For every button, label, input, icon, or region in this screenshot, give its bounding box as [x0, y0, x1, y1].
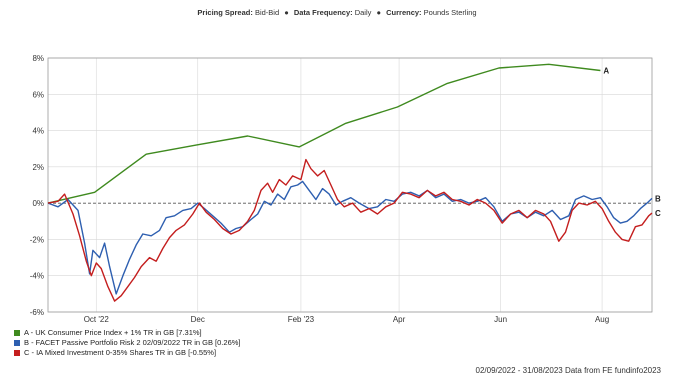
legend-swatch-c: [14, 350, 20, 356]
x-tick-label: Apr: [393, 315, 406, 324]
legend-swatch-a: [14, 330, 20, 336]
plot-frame: [47, 57, 653, 313]
y-tick-label: 0%: [32, 199, 44, 208]
legend-swatch-b: [14, 340, 20, 346]
y-tick-label: -6%: [30, 308, 44, 317]
header-separator: ●: [284, 8, 289, 17]
legend-item-c: C - IA Mixed Investment 0-35% Shares TR …: [14, 348, 241, 358]
legend-item-b: B - FACET Passive Portfolio Risk 2 02/09…: [14, 338, 241, 348]
x-tick-label: Aug: [595, 315, 609, 324]
x-tick-label: Jun: [494, 315, 507, 324]
x-tick-label: Dec: [191, 315, 205, 324]
y-tick-label: 8%: [32, 54, 44, 63]
legend-label-b: B - FACET Passive Portfolio Risk 2 02/09…: [24, 338, 241, 347]
performance-line-chart: 8% 6% 4% 2% 0% -2% -4% -6% Oct '22 Dec Feb '23 Apr J…: [30, 54, 661, 324]
y-tick-label: 2%: [32, 163, 44, 172]
pricing-spread-value: Bid-Bid: [254, 8, 280, 17]
data-source-footer: 02/09/2022 - 31/08/2023 Data from FE fun…: [475, 366, 661, 375]
series-line-b: [47, 180, 653, 295]
y-tick-label: 6%: [32, 90, 44, 99]
pricing-spread-label: Pricing Spread:: [197, 8, 253, 17]
y-tick-label: 4%: [32, 127, 44, 136]
series-end-label-a: A: [603, 67, 609, 76]
chart-settings-header: Pricing Spread: Bid-Bid ● Data Frequency…: [0, 8, 674, 17]
currency-value: Pounds Sterling: [423, 8, 477, 17]
y-tick-label: -4%: [30, 272, 44, 281]
currency-label: Currency:: [386, 8, 422, 17]
x-tick-label: Feb '23: [288, 315, 315, 324]
x-tick-label: Oct '22: [84, 315, 110, 324]
series-end-label-c: C: [655, 209, 661, 218]
y-tick-label: -2%: [30, 235, 44, 244]
series-end-label-b: B: [655, 194, 661, 203]
data-frequency-value: Daily: [354, 8, 372, 17]
chart-legend: A - UK Consumer Price Index + 1% TR in G…: [14, 328, 241, 358]
legend-item-a: A - UK Consumer Price Index + 1% TR in G…: [14, 328, 241, 338]
series-line-a: [47, 63, 601, 204]
legend-label-c: C - IA Mixed Investment 0-35% Shares TR …: [24, 348, 217, 357]
series-line-c: [47, 158, 653, 302]
data-frequency-label: Data Frequency:: [293, 8, 353, 17]
legend-label-a: A - UK Consumer Price Index + 1% TR in G…: [24, 328, 202, 337]
header-separator: ●: [376, 8, 382, 17]
